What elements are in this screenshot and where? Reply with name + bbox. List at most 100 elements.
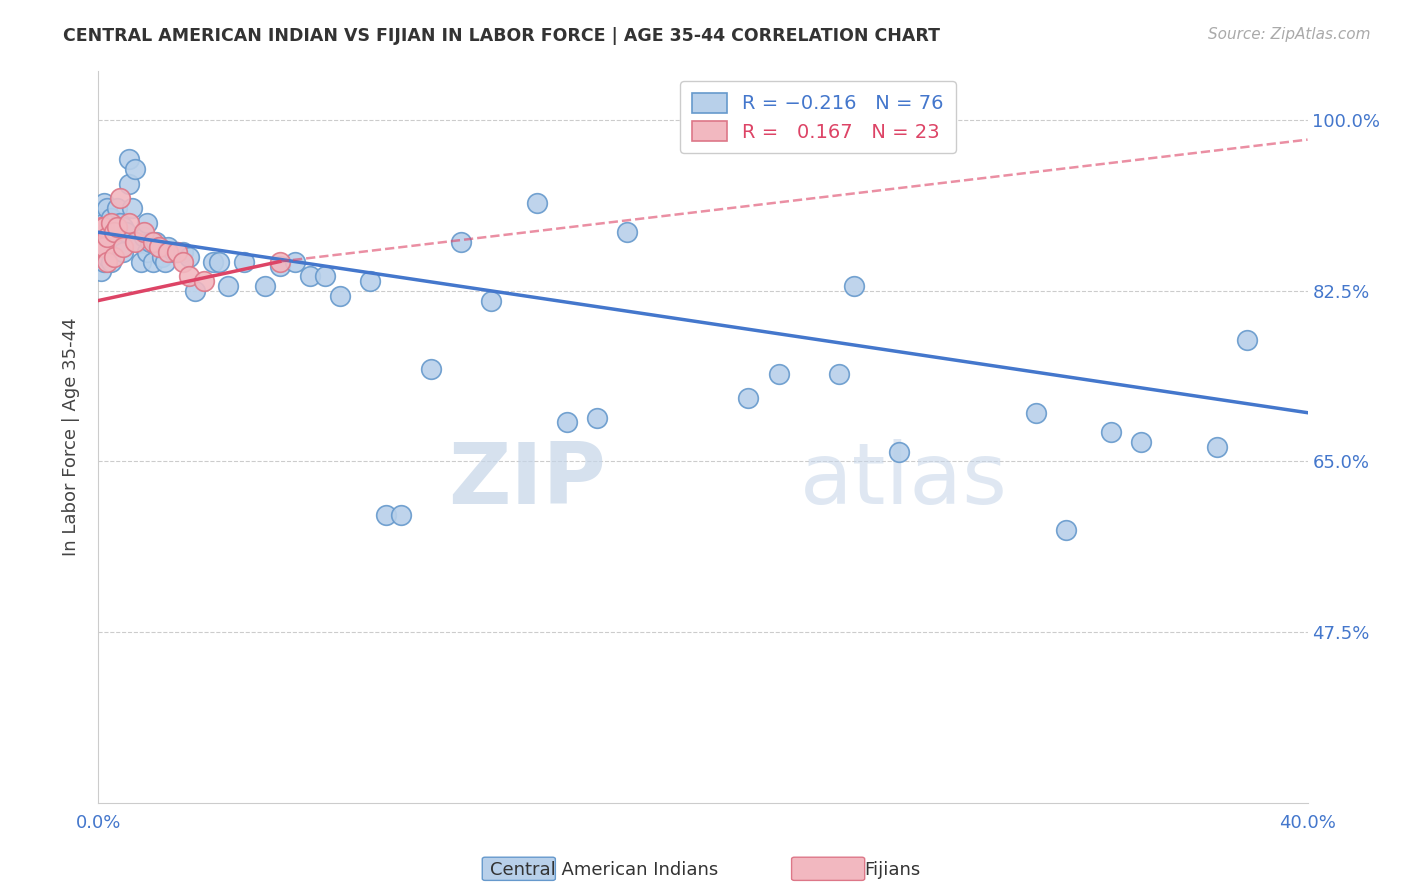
Point — [108, 215, 131, 229]
Point — [145, 235, 167, 249]
Point — [253, 279, 276, 293]
Point — [121, 201, 143, 215]
Point — [166, 244, 188, 259]
Text: Fijians: Fijians — [865, 861, 921, 879]
Point — [111, 244, 134, 259]
Point — [172, 244, 194, 259]
Point — [172, 254, 194, 268]
Point — [844, 279, 866, 293]
Point — [420, 361, 443, 376]
Point — [360, 274, 382, 288]
Point — [100, 254, 122, 268]
Point — [96, 225, 118, 239]
Point — [111, 240, 134, 254]
Point — [100, 211, 122, 225]
Point — [111, 220, 134, 235]
Point — [269, 254, 291, 268]
Point — [163, 244, 186, 259]
Point — [93, 254, 115, 268]
Point — [314, 269, 336, 284]
Legend: R = −0.216   N = 76, R =   0.167   N = 23: R = −0.216 N = 76, R = 0.167 N = 23 — [681, 81, 956, 153]
Point — [127, 235, 149, 249]
Point — [90, 211, 112, 225]
Point — [150, 250, 173, 264]
Point — [269, 260, 291, 274]
Point — [208, 254, 231, 268]
Point — [132, 225, 155, 239]
Point — [90, 235, 112, 249]
Point — [96, 201, 118, 215]
Point — [103, 250, 125, 264]
Point — [100, 230, 122, 244]
Point — [156, 244, 179, 259]
Point — [193, 274, 215, 288]
Point — [90, 240, 112, 254]
Point — [118, 215, 141, 229]
Point — [142, 254, 165, 268]
Point — [103, 240, 125, 254]
Point — [114, 225, 136, 239]
Point — [135, 215, 157, 229]
Point — [105, 201, 128, 215]
Point — [124, 161, 146, 176]
Point — [1206, 440, 1229, 454]
Point — [93, 196, 115, 211]
Point — [148, 240, 170, 254]
Point — [768, 367, 790, 381]
Point — [1054, 523, 1077, 537]
Point — [389, 508, 412, 522]
Point — [148, 240, 170, 254]
Point — [232, 254, 254, 268]
Point — [179, 269, 201, 284]
Point — [93, 220, 115, 235]
Point — [1099, 425, 1122, 440]
Point — [103, 225, 125, 239]
Point — [526, 196, 548, 211]
Point — [90, 250, 112, 264]
Point — [889, 444, 911, 458]
Point — [129, 254, 152, 268]
Point — [329, 288, 352, 302]
Text: atlas: atlas — [800, 440, 1008, 523]
Point — [108, 191, 131, 205]
Point — [481, 293, 503, 308]
Point — [166, 244, 188, 259]
Point — [586, 410, 609, 425]
Point — [374, 508, 396, 522]
Y-axis label: In Labor Force | Age 35-44: In Labor Force | Age 35-44 — [62, 318, 80, 557]
Point — [124, 235, 146, 249]
Point — [90, 264, 112, 278]
Point — [202, 254, 225, 268]
Text: Source: ZipAtlas.com: Source: ZipAtlas.com — [1208, 27, 1371, 42]
Text: Central American Indians: Central American Indians — [491, 861, 718, 879]
Point — [105, 230, 128, 244]
Point — [616, 225, 638, 239]
Point — [284, 254, 307, 268]
Point — [737, 391, 759, 405]
Point — [93, 215, 115, 229]
Point — [828, 367, 851, 381]
Point — [139, 235, 162, 249]
Point — [450, 235, 472, 249]
Point — [555, 416, 578, 430]
Point — [1024, 406, 1046, 420]
Point — [179, 250, 201, 264]
Point — [299, 269, 322, 284]
Point — [118, 177, 141, 191]
Point — [142, 235, 165, 249]
Point — [1130, 434, 1153, 449]
Point — [96, 254, 118, 268]
Point — [105, 220, 128, 235]
Point — [184, 284, 207, 298]
Point — [93, 240, 115, 254]
Point — [96, 230, 118, 244]
Text: ZIP: ZIP — [449, 440, 606, 523]
Point — [93, 235, 115, 249]
Point — [1236, 333, 1258, 347]
Point — [103, 215, 125, 229]
Point — [100, 215, 122, 229]
Point — [135, 244, 157, 259]
Point — [132, 230, 155, 244]
Text: CENTRAL AMERICAN INDIAN VS FIJIAN IN LABOR FORCE | AGE 35-44 CORRELATION CHART: CENTRAL AMERICAN INDIAN VS FIJIAN IN LAB… — [63, 27, 941, 45]
Point — [217, 279, 239, 293]
